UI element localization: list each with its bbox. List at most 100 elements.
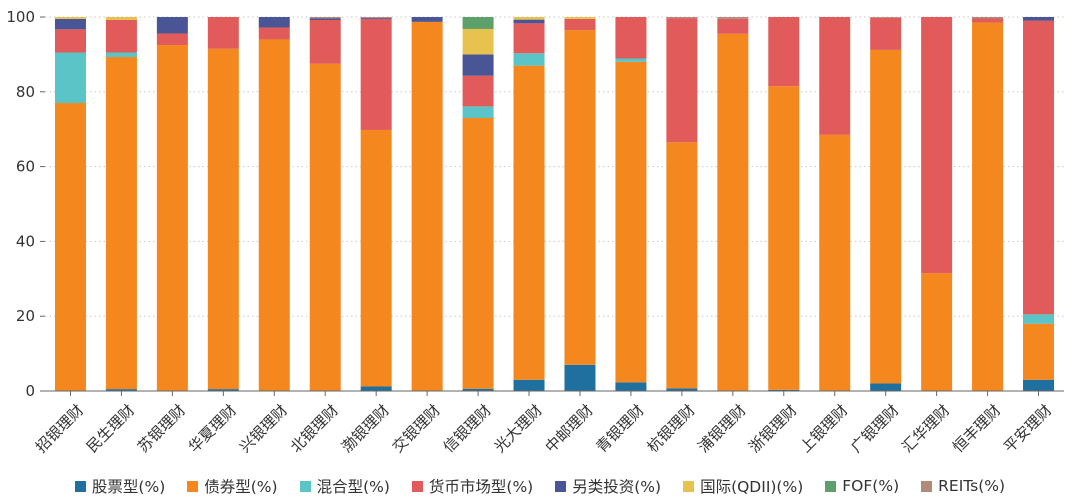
- legend-swatch: [825, 480, 837, 492]
- legend-swatch: [411, 480, 423, 492]
- bar-segment: [921, 17, 953, 274]
- bar-segment: [819, 17, 851, 135]
- bar-stack: [360, 17, 392, 391]
- bar-segment: [564, 30, 596, 365]
- bar-segment: [462, 75, 494, 107]
- bar-segment: [666, 388, 698, 391]
- bar-segment: [309, 19, 341, 64]
- legend-swatch: [74, 480, 86, 492]
- legend-swatch: [921, 480, 933, 492]
- bar-segment: [870, 17, 902, 50]
- bar-segment: [54, 17, 86, 19]
- x-tick-label: 北银理财: [287, 401, 342, 456]
- bars: [54, 17, 1055, 392]
- bar-segment: [513, 17, 545, 20]
- grid-lines: [45, 16, 1064, 317]
- bar-segment: [156, 33, 188, 46]
- bar-segment: [666, 17, 698, 19]
- legend-swatch: [187, 480, 199, 492]
- bar-segment: [615, 17, 647, 59]
- x-tick-label: 广银理财: [847, 401, 902, 456]
- bar-segment: [207, 389, 239, 391]
- bar-segment: [1023, 379, 1055, 391]
- legend-swatch: [683, 480, 695, 492]
- bar-segment: [156, 45, 188, 392]
- bar-stack: [54, 17, 86, 392]
- bar-segment: [513, 65, 545, 380]
- legend-item[interactable]: 货币市场型(%): [411, 475, 533, 497]
- bar-segment: [411, 21, 443, 391]
- bar-segment: [360, 17, 392, 18]
- x-tick-label: 光大理财: [491, 401, 546, 456]
- bar-stack: [207, 17, 239, 391]
- bar-stack: [105, 17, 137, 391]
- y-tick-label: 80: [16, 83, 35, 101]
- bar-segment: [54, 18, 86, 30]
- bar-segment: [972, 18, 1004, 23]
- legend-label: 股票型(%): [91, 478, 166, 496]
- bar-segment: [360, 386, 392, 391]
- bar-segment: [309, 18, 341, 20]
- legend: 股票型(%) 债券型(%) 混合型(%) 货币市场型(%) 另类投资(%) 国际(QDII…: [0, 472, 1080, 500]
- bar-segment: [207, 48, 239, 390]
- bar-segment: [615, 382, 647, 391]
- bar-segment: [462, 117, 494, 389]
- bar-segment: [258, 27, 290, 40]
- legend-item[interactable]: 国际(QDII)(%): [683, 475, 803, 497]
- stacked-bar-chart: 0 20 40 60 80 100 招银理财民生理财苏银理财华夏理财兴银理财北银理财渤银理…: [6, 8, 1064, 456]
- y-tick-label: 20: [16, 307, 35, 325]
- bar-segment: [870, 49, 902, 384]
- bar-segment: [666, 18, 698, 143]
- x-tick-label: 上银理财: [796, 401, 851, 456]
- legend-label: 国际(QDII)(%): [700, 478, 804, 496]
- x-tick-label: 交银理财: [389, 401, 444, 456]
- bar-segment: [768, 86, 800, 390]
- bar-segment: [1023, 17, 1055, 21]
- bar-segment: [564, 364, 596, 391]
- bar-segment: [615, 61, 647, 383]
- bar-stack: [462, 17, 494, 391]
- bar-stack: [819, 17, 851, 391]
- legend-item[interactable]: FOF(%): [825, 477, 899, 495]
- legend-label: FOF(%): [842, 477, 900, 495]
- legend-label: REITs(%): [938, 477, 1006, 495]
- legend-item[interactable]: 股票型(%): [74, 475, 166, 497]
- bar-segment: [972, 22, 1004, 392]
- x-tick-label: 中邮理财: [542, 401, 597, 456]
- x-tick-label: 兴银理财: [236, 401, 291, 456]
- x-tick-label: 浙银理财: [745, 401, 800, 456]
- bar-segment: [309, 17, 341, 19]
- y-tick-label: 40: [16, 232, 35, 250]
- bar-segment: [1023, 323, 1055, 380]
- x-axis: 招银理财民生理财苏银理财华夏理财兴银理财北银理财渤银理财交银理财信银理财光大理财…: [32, 390, 1064, 456]
- x-tick-label: 恒丰理财: [949, 401, 1004, 456]
- bar-segment: [54, 29, 86, 53]
- legend-item[interactable]: 债券型(%): [187, 475, 278, 497]
- bar-stack: [717, 17, 749, 391]
- bar-segment: [360, 17, 392, 19]
- bar-segment: [309, 63, 341, 391]
- bar-segment: [972, 17, 1004, 19]
- bar-segment: [462, 17, 494, 29]
- legend-item[interactable]: 另类投资(%): [555, 475, 661, 497]
- legend-item[interactable]: 混合型(%): [299, 475, 390, 497]
- bar-segment: [105, 19, 137, 53]
- bar-stack: [156, 17, 188, 392]
- bar-segment: [54, 103, 86, 392]
- bar-stack: [564, 17, 596, 391]
- bar-segment: [1023, 314, 1055, 324]
- y-tick-label: 60: [16, 158, 35, 176]
- bar-segment: [513, 53, 545, 66]
- bar-segment: [717, 17, 749, 19]
- legend-item[interactable]: REITs(%): [921, 477, 1005, 495]
- legend-swatch: [299, 480, 311, 492]
- bar-stack: [615, 17, 647, 391]
- x-tick-label: 浦银理财: [694, 401, 749, 456]
- bar-stack: [309, 17, 341, 391]
- bar-segment: [768, 389, 800, 391]
- bar-segment: [207, 17, 239, 49]
- x-tick-label: 华夏理财: [185, 401, 240, 456]
- bar-stack: [972, 17, 1004, 392]
- bar-segment: [462, 106, 494, 118]
- bar-segment: [921, 273, 953, 391]
